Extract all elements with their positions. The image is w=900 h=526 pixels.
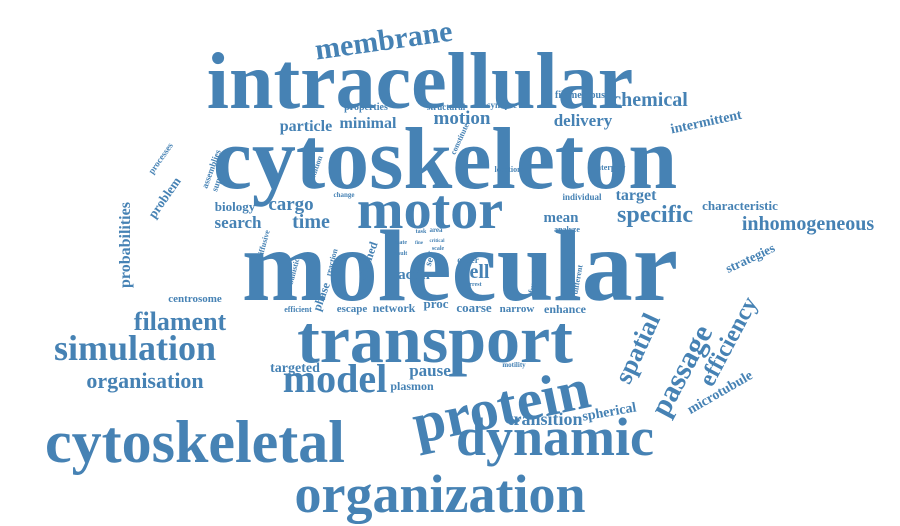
cloud-word-time: time	[292, 211, 330, 233]
cloud-word-transport: transport	[297, 301, 573, 377]
cloud-word-model: model	[283, 356, 387, 401]
cloud-word-structural: structural	[427, 102, 466, 112]
cloud-word-cargo: cargo	[268, 194, 313, 215]
cloud-word-intermittent: intermittent	[669, 108, 743, 138]
cloud-word-network: network	[373, 301, 416, 315]
cloud-word-filament: filament	[134, 307, 227, 336]
cloud-word-change: change	[334, 191, 355, 199]
cloud-word-specific: specific	[617, 202, 693, 228]
cloud-word-cell: cell	[461, 261, 490, 283]
cloud-word-cytoskeletal: cytoskeletal	[45, 409, 345, 475]
cloud-word-minimal: minimal	[340, 115, 397, 132]
cloud-word-self: self	[423, 250, 439, 268]
cloud-word-pause: pause	[409, 361, 451, 380]
cloud-word-molecular: molecular	[242, 210, 678, 323]
cloud-word-analyze: analyze	[554, 225, 580, 234]
cloud-word-actin: actin	[398, 267, 430, 283]
cloud-word-biology: biology	[215, 199, 256, 214]
cloud-word-narrow: narrow	[500, 303, 535, 315]
cloud-word-dynamic: dynamic	[456, 407, 654, 467]
cloud-word-particle: particle	[280, 118, 332, 135]
cloud-word-fine: fine	[415, 241, 424, 246]
cloud-word-efficient: efficient	[284, 305, 312, 314]
cloud-word-delivery: delivery	[554, 111, 613, 130]
cloud-word-task: task	[416, 229, 427, 235]
cloud-word-inhomogeneous: inhomogeneous	[742, 213, 874, 235]
cloud-word-intracellular: intracellular	[207, 38, 634, 126]
cloud-word-search: search	[215, 213, 262, 232]
cloud-word-simulation: simulation	[54, 328, 216, 368]
cloud-word-characteristic: characteristic	[702, 198, 778, 213]
cloud-word-scale: scale	[432, 246, 445, 252]
cloud-word-target: target	[616, 187, 658, 204]
cloud-word-order: order	[457, 255, 479, 265]
cloud-word-plasmon: plasmon	[390, 379, 434, 393]
cloud-word-problem: problem	[145, 174, 184, 221]
cloud-word-velocity: velocity	[564, 249, 576, 273]
cloud-word-result: result	[393, 251, 408, 257]
cloud-word-motility: motility	[502, 361, 526, 369]
cloud-word-chemical: chemical	[612, 89, 688, 111]
cloud-word-centrosome: centrosome	[168, 293, 222, 305]
cloud-word-probabilities: probabilities	[117, 202, 134, 288]
cloud-word-transition: transition	[507, 409, 582, 429]
cloud-word-organisation: organisation	[86, 368, 203, 393]
cloud-word-state: state	[395, 240, 407, 246]
cloud-word-processes: processes	[146, 140, 175, 175]
cloud-word-arrest: arrest	[466, 282, 481, 288]
cloud-word-location: location	[494, 165, 522, 174]
cloud-word-area: area	[429, 226, 443, 234]
cloud-word-interplay: interplay	[594, 163, 625, 172]
cloud-word-critical: critical	[430, 239, 446, 244]
cloud-word-coarse: coarse	[456, 300, 492, 315]
cloud-word-motor: motor	[357, 179, 503, 241]
cloud-word-individual: individual	[562, 192, 602, 202]
cloud-word-mean: mean	[544, 210, 580, 226]
cloud-word-cytoskeleton: cytoskeleton	[213, 111, 677, 208]
cloud-word-synapse: synapse	[487, 100, 517, 110]
cloud-word-proc: proc	[423, 296, 448, 311]
cloud-word-filamentous: filamentous	[555, 90, 605, 101]
cloud-word-enhance: enhance	[544, 302, 587, 316]
cloud-word-strategies: strategies	[723, 240, 777, 276]
cloud-word-motion: motion	[434, 108, 491, 129]
cloud-word-escape: escape	[337, 303, 368, 315]
cloud-word-properties: properties	[344, 102, 388, 113]
cloud-word-targeted: targeted	[270, 361, 320, 376]
cloud-word-organization: organization	[295, 464, 586, 524]
